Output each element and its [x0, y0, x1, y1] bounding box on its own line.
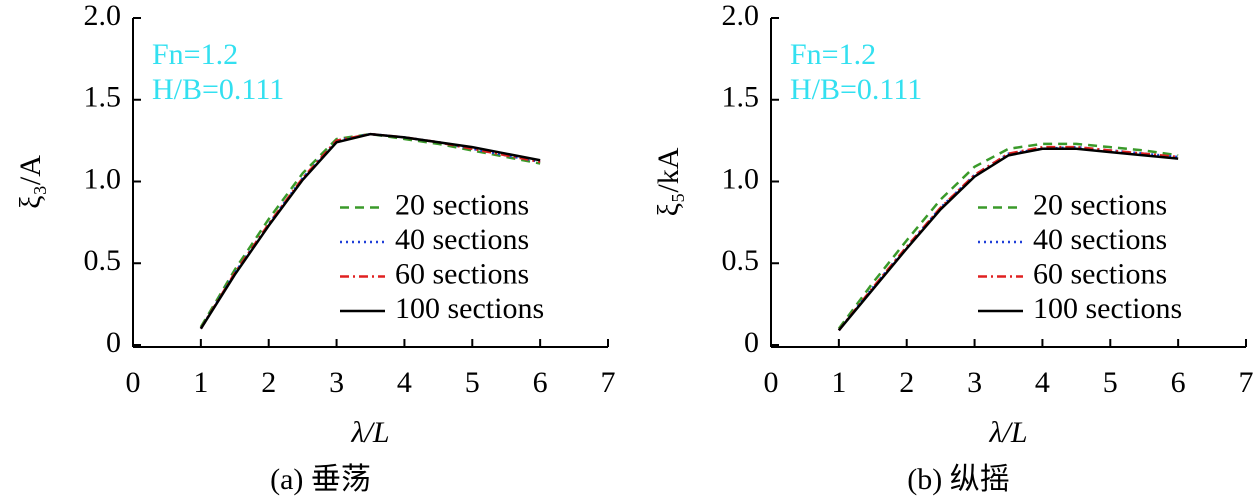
series-line: [837, 142, 1179, 330]
y-tick-label: 0: [744, 326, 759, 359]
y-tick-label: 1.0: [84, 162, 122, 195]
x-tick-label: 6: [1171, 366, 1186, 399]
y-tick-label: 0: [106, 326, 121, 359]
legend-label: 60 sections: [395, 257, 529, 290]
legend-label: 20 sections: [1033, 188, 1167, 221]
x-tick-label: 1: [831, 366, 846, 399]
x-tick-label: 3: [967, 366, 982, 399]
series-line: [199, 132, 541, 330]
y-tick-label: 1.5: [84, 81, 122, 114]
x-tick-label: 0: [764, 366, 779, 399]
y-axis-label: ξ₅/kA: [652, 147, 685, 216]
y-tick-label: 2.0: [722, 0, 760, 32]
y-tick-label: 2.0: [84, 0, 122, 32]
y-axis-label: ξ₃/A: [14, 155, 47, 209]
x-tick-label: 5: [1103, 366, 1118, 399]
series-line: [837, 147, 1179, 332]
legend-label: 40 sections: [395, 223, 529, 256]
x-tick-label: 0: [126, 366, 141, 399]
y-tick-label: 1.5: [722, 81, 760, 114]
y-tick-label: 0.5: [84, 244, 122, 277]
annotation: H/B=0.111: [790, 73, 922, 106]
x-tick-label: 2: [261, 366, 276, 399]
legend-label: 20 sections: [395, 188, 529, 221]
series-line: [837, 145, 1179, 332]
x-tick-label: 4: [1035, 366, 1050, 399]
legend-label: 100 sections: [395, 292, 544, 325]
x-tick-label: 1: [193, 366, 208, 399]
legend-label: 60 sections: [1033, 257, 1167, 290]
caption: (a) 垂荡: [270, 463, 371, 496]
legend-label: 40 sections: [1033, 223, 1167, 256]
x-tick-label: 7: [601, 366, 616, 399]
x-tick-label: 2: [899, 366, 914, 399]
x-axis-label: λ/L: [350, 416, 389, 449]
x-axis-label: λ/L: [988, 416, 1027, 449]
x-tick-label: 4: [397, 366, 412, 399]
annotation: Fn=1.2: [152, 38, 238, 71]
y-tick-label: 1.0: [722, 162, 760, 195]
x-tick-label: 6: [533, 366, 548, 399]
y-tick-label: 0.5: [722, 244, 760, 277]
series-line: [199, 132, 541, 328]
annotation: Fn=1.2: [790, 38, 876, 71]
caption: (b) 纵摇: [907, 463, 1009, 496]
x-tick-label: 5: [465, 366, 480, 399]
annotation: H/B=0.111: [152, 73, 284, 106]
legend-label: 100 sections: [1033, 292, 1182, 325]
x-tick-label: 3: [329, 366, 344, 399]
x-tick-label: 7: [1239, 366, 1254, 399]
